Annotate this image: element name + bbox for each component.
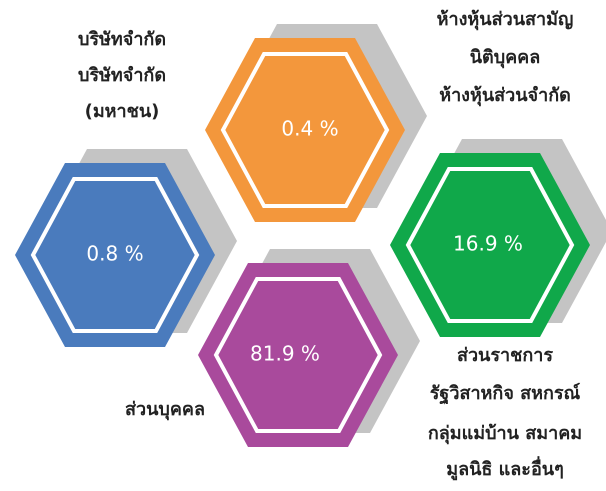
- category-label: ห้างหุ้นส่วนจำกัด: [439, 85, 571, 107]
- category-label: นิติบุคคล: [470, 47, 541, 69]
- hexagon-outline: [220, 52, 390, 208]
- percentage: 16.9 %: [453, 232, 523, 256]
- category-label: มูลนิธิ และอื่นๆ: [446, 456, 564, 481]
- category-label: ส่วนบุคคล: [125, 399, 205, 421]
- category-label: (มหาชน): [85, 101, 160, 122]
- category-label: ห้างหุ้นส่วนสามัญ: [437, 9, 574, 31]
- hexagon-outline: [213, 277, 383, 433]
- hexagon-outline: [405, 167, 575, 323]
- percentage: 0.8 %: [86, 242, 143, 266]
- category-label: กลุ่มแม่บ้าน สมาคม: [428, 423, 582, 445]
- category-label: ส่วนราชการ: [457, 345, 553, 366]
- category-label: บริษัทจำกัด: [78, 29, 166, 50]
- percentage: 81.9 %: [250, 342, 320, 366]
- category-label: บริษัทจำกัด: [78, 65, 166, 86]
- hexagon-outline: [30, 177, 200, 333]
- percentage: 0.4 %: [281, 117, 338, 141]
- category-label: รัฐวิสาหกิจ สหกรณ์: [430, 382, 581, 405]
